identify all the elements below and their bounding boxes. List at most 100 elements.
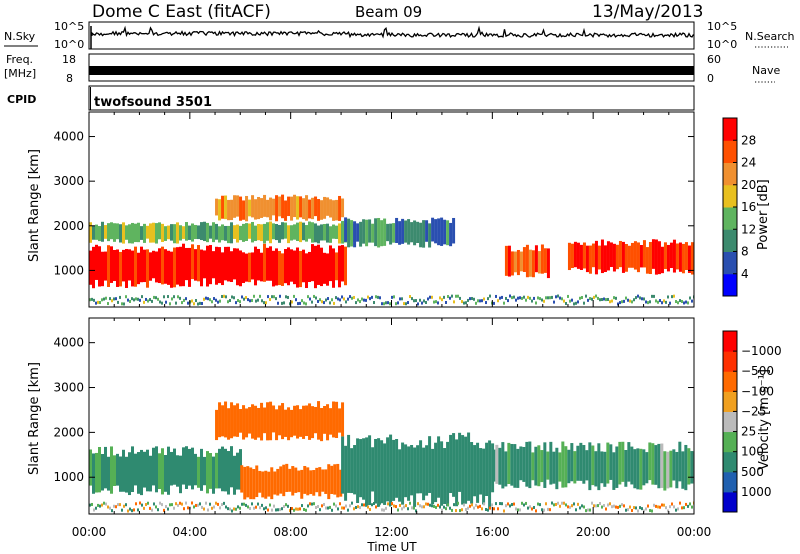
heatmap-cell: [552, 451, 556, 484]
colorbar-swatch: [723, 118, 737, 141]
colorbar-swatch: [723, 229, 737, 252]
heatmap-cell: [585, 294, 587, 298]
heatmap-cell: [411, 297, 413, 301]
heatmap-cell: [635, 296, 637, 300]
heatmap-cell: [157, 508, 159, 512]
x-tick-label: 12:00: [374, 525, 409, 539]
heatmap-cell: [308, 221, 311, 239]
heatmap-cell: [344, 217, 348, 242]
heatmap-cell: [545, 502, 547, 506]
heatmap-cell: [422, 220, 426, 248]
heatmap-cell: [237, 299, 239, 303]
heatmap-cell: [561, 441, 565, 488]
heatmap-cell: [336, 463, 340, 498]
station-title: Dome C East (fitACF): [92, 2, 271, 22]
heatmap-cell: [543, 299, 545, 303]
heatmap-cell: [254, 199, 258, 220]
heatmap-cell: [522, 247, 526, 272]
heatmap-cell: [570, 243, 574, 269]
heatmap-cell: [259, 294, 261, 298]
heatmap-cell: [504, 245, 508, 276]
heatmap-cell: [251, 252, 254, 280]
heatmap-cell: [236, 224, 239, 243]
heatmap-cell: [404, 220, 408, 243]
heatmap-cell: [306, 467, 310, 496]
heatmap-cell: [171, 297, 173, 301]
heatmap-cell: [161, 246, 164, 285]
heatmap-cell: [609, 242, 613, 267]
heatmap-cell: [587, 508, 589, 512]
heatmap-cell: [253, 506, 255, 510]
heatmap-cell: [431, 504, 433, 508]
heatmap-cell: [569, 505, 571, 509]
heatmap-cell: [521, 296, 523, 300]
heatmap-cell: [270, 467, 274, 500]
heatmap-cell: [257, 196, 261, 220]
heatmap-cell: [247, 505, 249, 509]
heatmap-cell: [359, 300, 361, 304]
heatmap-cell: [637, 509, 639, 513]
heatmap-cell: [643, 297, 645, 301]
heatmap-cell: [433, 300, 435, 304]
heatmap-cell: [505, 504, 507, 508]
heatmap-cell: [681, 506, 683, 510]
heatmap-cell: [397, 508, 399, 512]
heatmap-cell: [374, 218, 378, 247]
heatmap-cell: [495, 294, 497, 298]
heatmap-cell: [367, 295, 369, 299]
heatmap-cell: [495, 502, 497, 506]
heatmap-cell: [531, 507, 533, 511]
heatmap-cell: [351, 501, 353, 505]
colorbar-swatch: [723, 391, 737, 412]
heatmap-cell: [463, 503, 465, 507]
heatmap-cell: [111, 509, 113, 513]
heatmap-cell: [437, 503, 439, 507]
heatmap-cell: [613, 504, 615, 508]
heatmap-cell: [338, 223, 341, 244]
heatmap-cell: [213, 505, 215, 509]
heatmap-cell: [260, 402, 264, 441]
heatmap-cell: [109, 506, 111, 510]
heatmap-cell: [215, 452, 218, 489]
heatmap-cell: [239, 250, 242, 287]
heatmap-cell: [503, 509, 505, 513]
heatmap-cell: [389, 434, 393, 506]
heatmap-cell: [182, 447, 185, 485]
heatmap-cell: [165, 300, 167, 304]
heatmap-cell: [239, 196, 243, 221]
heatmap-cell: [347, 434, 351, 493]
heatmap-cell: [577, 502, 579, 506]
heatmap-cell: [633, 298, 635, 302]
heatmap-cell: [427, 502, 429, 506]
heatmap-cell: [651, 239, 655, 269]
heatmap-cell: [215, 198, 219, 216]
heatmap-cell: [291, 466, 295, 496]
heatmap-cell: [179, 225, 182, 241]
heatmap-cell: [641, 507, 643, 511]
heatmap-cell: [337, 507, 339, 511]
heatmap-cell: [311, 502, 313, 506]
heatmap-cell: [289, 509, 291, 513]
heatmap-cell: [308, 251, 311, 283]
heatmap-cell: [417, 302, 419, 306]
heatmap-cell: [327, 297, 329, 301]
heatmap-cell: [623, 299, 625, 303]
heatmap-cell: [427, 297, 429, 301]
heatmap-cell: [165, 505, 167, 509]
heatmap-cell: [401, 218, 405, 244]
heatmap-cell: [558, 452, 562, 482]
heatmap-cell: [317, 505, 319, 509]
heatmap-cell: [223, 501, 225, 505]
heatmap-cell: [405, 302, 407, 306]
heatmap-cell: [315, 467, 319, 493]
heatmap-cell: [227, 300, 229, 304]
heatmap-cell: [197, 245, 200, 282]
heatmap-cell: [547, 507, 549, 511]
heatmap-cell: [615, 296, 617, 300]
heatmap-cell: [440, 217, 444, 246]
heatmap-cell: [233, 507, 235, 511]
heatmap-cell: [667, 509, 669, 513]
heatmap-cell: [185, 222, 188, 241]
heatmap-cell: [98, 246, 101, 287]
heatmap-cell: [654, 239, 658, 275]
